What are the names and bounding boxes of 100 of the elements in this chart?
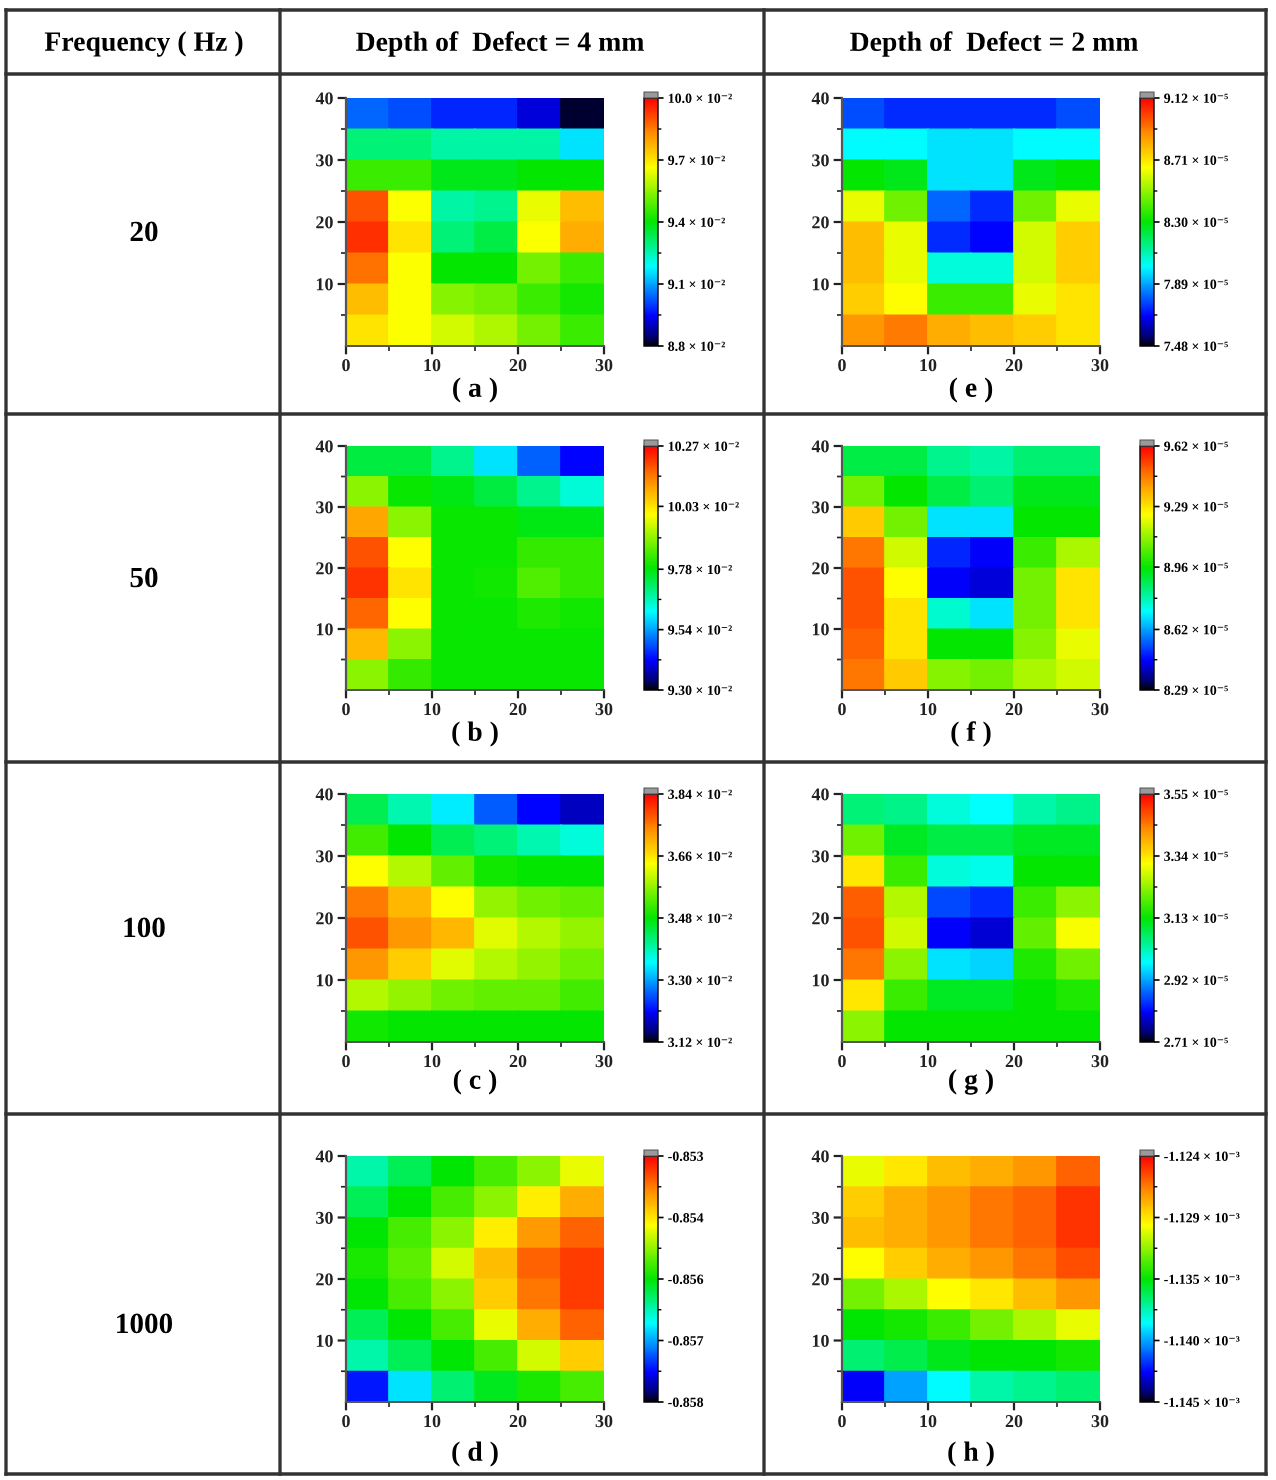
point <box>560 1278 604 1311</box>
point <box>1056 1216 1100 1249</box>
point <box>474 252 519 285</box>
point <box>1056 917 1100 950</box>
y-tick-label: 40 <box>811 440 829 453</box>
point <box>884 948 929 981</box>
point <box>927 794 972 826</box>
point <box>884 658 929 690</box>
point <box>388 1370 433 1402</box>
x-tick-label: 0 <box>342 703 350 716</box>
point <box>970 628 1015 661</box>
y-tick-label: 20 <box>316 216 333 229</box>
x-tick-label: 30 <box>595 703 613 716</box>
point <box>884 1156 929 1188</box>
point <box>517 1278 562 1311</box>
point <box>927 314 972 346</box>
point <box>517 252 562 285</box>
point <box>346 506 390 539</box>
y-tick-label: 20 <box>812 216 829 229</box>
point <box>927 917 972 950</box>
point <box>842 948 886 981</box>
point <box>431 979 476 1012</box>
point <box>884 628 929 661</box>
point <box>560 1216 604 1249</box>
point <box>1013 536 1058 569</box>
point <box>927 1186 972 1219</box>
point <box>970 159 1015 192</box>
point <box>474 886 519 919</box>
point <box>431 1010 476 1042</box>
point <box>431 252 476 285</box>
point <box>517 917 562 950</box>
y-tick-label: 40 <box>811 92 829 105</box>
point <box>970 1370 1015 1402</box>
point <box>1013 128 1058 161</box>
point <box>970 1156 1015 1188</box>
point <box>1056 190 1100 223</box>
point <box>388 1278 433 1311</box>
point <box>1013 1309 1058 1342</box>
point <box>474 597 519 630</box>
point <box>927 221 972 254</box>
point <box>431 314 476 346</box>
point <box>431 658 476 690</box>
x-tick-label: 0 <box>838 1055 846 1068</box>
point <box>1056 886 1100 919</box>
point <box>1056 794 1100 826</box>
point <box>388 446 433 478</box>
point <box>884 190 929 223</box>
point <box>517 597 562 630</box>
point <box>970 506 1015 539</box>
x-axis-title: ( a ) <box>453 377 497 403</box>
point <box>431 283 476 316</box>
point <box>517 1370 562 1402</box>
point <box>1013 597 1058 630</box>
point <box>560 475 604 508</box>
point <box>431 1278 476 1311</box>
point <box>474 506 519 539</box>
point <box>517 1186 562 1219</box>
point <box>388 658 433 690</box>
x-axis-title: ( c ) <box>453 1069 497 1095</box>
y-tick-label: 10 <box>316 1334 333 1347</box>
x-tick-label: 0 <box>342 1415 350 1428</box>
point <box>927 506 972 539</box>
point <box>517 1156 562 1188</box>
point <box>346 658 390 690</box>
x-tick-label: 30 <box>1091 359 1109 372</box>
x-tick-label: 10 <box>920 1415 937 1428</box>
y-tick-label: 30 <box>812 850 829 863</box>
x-axis-title: ( e ) <box>949 377 993 403</box>
point <box>346 824 390 857</box>
point <box>560 597 604 630</box>
point <box>346 314 390 346</box>
point <box>517 948 562 981</box>
point <box>970 567 1015 600</box>
point <box>970 221 1015 254</box>
point <box>560 506 604 539</box>
point <box>388 252 433 285</box>
point <box>884 1370 929 1402</box>
x-tick-label: 20 <box>509 703 527 716</box>
point <box>1013 159 1058 192</box>
point <box>346 190 390 223</box>
point <box>970 98 1015 130</box>
point <box>517 1339 562 1372</box>
point <box>517 855 562 888</box>
y-tick-label: 20 <box>812 912 829 925</box>
point <box>474 1309 519 1342</box>
point <box>842 283 886 316</box>
point <box>474 190 519 223</box>
y-tick-label: 30 <box>316 1211 333 1224</box>
point <box>927 658 972 690</box>
y-tick-label: 40 <box>811 1150 829 1163</box>
point <box>927 1010 972 1042</box>
point <box>1056 1247 1100 1280</box>
point <box>517 283 562 316</box>
point <box>1056 855 1100 888</box>
point <box>1056 979 1100 1012</box>
x-axis-title: ( f ) <box>951 721 991 747</box>
point <box>1056 948 1100 981</box>
x-tick-label: 30 <box>1091 1055 1109 1068</box>
y-tick-label: 20 <box>316 912 333 925</box>
point <box>517 1216 562 1249</box>
